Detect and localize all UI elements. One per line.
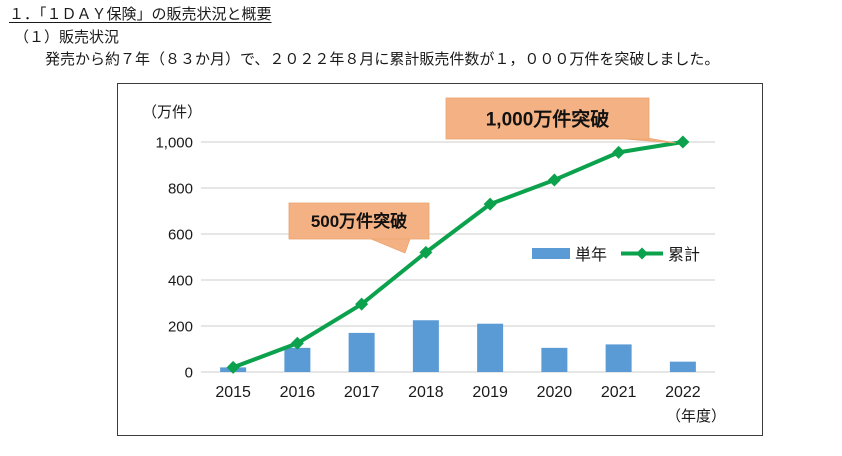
legend-line-marker-icon <box>636 247 648 260</box>
cumulative-line <box>232 140 684 370</box>
data-point-marker-2018 <box>419 245 433 259</box>
data-point-marker-2021 <box>612 145 626 159</box>
x-axis-tick-label: 2019 <box>472 384 508 401</box>
data-point-marker-2020 <box>547 173 561 187</box>
x-axis-tick-label: 2018 <box>408 384 444 401</box>
data-point-marker-2022 <box>676 135 690 149</box>
callout-text: 500万件突破 <box>311 211 407 231</box>
data-point-marker-2016 <box>290 336 304 350</box>
x-axis-unit-label: （年度） <box>666 408 726 425</box>
bar-2022 <box>669 361 696 372</box>
x-axis-tick-label: 2017 <box>344 384 380 401</box>
chart-container: 0 200 400 600 800 1,000 （万件） 2015 2016 2017 2018 20… <box>117 83 763 436</box>
data-point-marker-2017 <box>355 297 369 311</box>
y-axis-tick-label: 200 <box>168 319 193 336</box>
y-axis-tick-label: 800 <box>168 181 193 198</box>
x-axis-tick-label: 2022 <box>665 384 701 401</box>
callout-box <box>288 202 430 240</box>
x-axis-tick-label: 2016 <box>280 384 316 401</box>
data-point-marker-2015 <box>226 360 240 374</box>
legend-bar-label: 単年 <box>575 246 607 264</box>
page-title: １．「１ＤＡＹ保険」の販売状況と概要 <box>9 6 272 23</box>
data-point-marker-2019 <box>483 197 497 211</box>
section-heading: （１）販売状況 <box>14 29 120 46</box>
callout-text: 1,000万件突破 <box>486 107 610 130</box>
bar-2020 <box>541 347 568 372</box>
x-axis-tick-label: 2020 <box>537 384 573 401</box>
legend-line-label: 累計 <box>668 246 700 264</box>
bar-2017 <box>348 332 375 372</box>
y-axis-tick-label: 0 <box>185 365 193 382</box>
sales-chart: 0 200 400 600 800 1,000 （万件） 2015 2016 2017 2018 20… <box>142 97 726 425</box>
y-axis-tick-label: 400 <box>168 273 193 290</box>
x-axis-tick-label: 2021 <box>601 384 637 401</box>
bar-2021 <box>605 344 632 372</box>
legend-bar-swatch <box>532 248 570 259</box>
bar-2019 <box>477 323 504 372</box>
callout-box <box>445 97 650 140</box>
bar-2016 <box>284 347 311 372</box>
y-axis-tick-label: 600 <box>168 227 193 244</box>
y-axis-unit-label: （万件） <box>142 104 202 121</box>
bar-2018 <box>412 320 439 372</box>
x-axis-tick-label: 2015 <box>215 384 251 401</box>
y-axis-tick-label: 1,000 <box>155 135 193 152</box>
description-text: 発売から約７年（８３か月）で、２０２２年８月に累計販売件数が１，０００万件を突破… <box>45 51 720 68</box>
